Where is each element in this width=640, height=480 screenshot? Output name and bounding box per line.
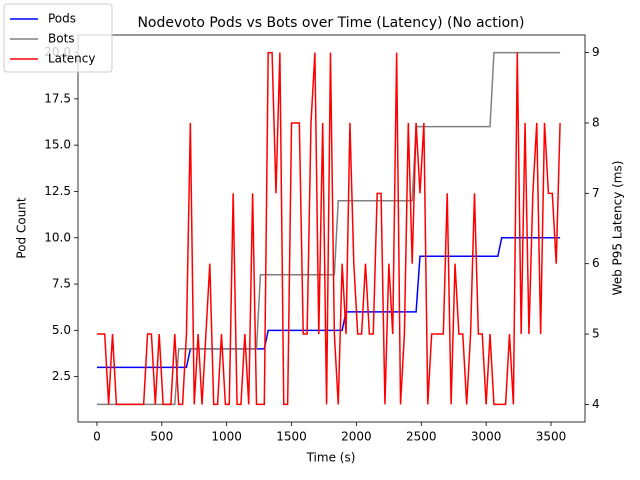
- legend-label: Pods: [48, 12, 76, 26]
- y2-tick-label: 7: [592, 186, 600, 200]
- y-axis-label: Pod Count: [15, 197, 29, 259]
- y-tick-label: 15.0: [44, 138, 71, 152]
- y2-axis-label: Web P95 Latency (ms): [611, 161, 625, 296]
- x-tick-label: 3000: [471, 430, 502, 444]
- y2-tick-label: 8: [592, 115, 600, 129]
- x-tick-label: 2500: [406, 430, 437, 444]
- chart-title: Nodevoto Pods vs Bots over Time (Latency…: [137, 15, 524, 31]
- series-line: [96, 51, 561, 406]
- y-tick-label: 17.5: [44, 91, 71, 105]
- x-tick-label: 500: [150, 430, 173, 444]
- x-tick-label: 3500: [536, 430, 567, 444]
- x-tick-label: 2000: [341, 430, 372, 444]
- x-tick-label: 0: [93, 430, 101, 444]
- y-tick-label: 7.5: [52, 277, 71, 291]
- y-tick-label: 10.0: [44, 230, 71, 244]
- x-axis-label: Time (s): [306, 451, 356, 465]
- legend-box: [3, 3, 113, 73]
- plot-frame: [77, 34, 586, 423]
- y2-tick-label: 6: [592, 256, 600, 270]
- x-tick-label: 1500: [276, 430, 307, 444]
- y-tick-label: 5.0: [52, 323, 71, 337]
- y2-tick-label: 4: [592, 397, 600, 411]
- y2-tick-label: 9: [592, 45, 600, 59]
- legend-label: Bots: [48, 32, 75, 46]
- y-tick-label: 2.5: [52, 369, 71, 383]
- y2-tick-label: 5: [592, 327, 600, 341]
- x-tick-label: 1000: [211, 430, 242, 444]
- series-line: [96, 237, 561, 369]
- legend: Pods Bots Latency: [3, 3, 113, 73]
- legend-label: Latency: [48, 52, 95, 66]
- y-tick-label: 12.5: [44, 184, 71, 198]
